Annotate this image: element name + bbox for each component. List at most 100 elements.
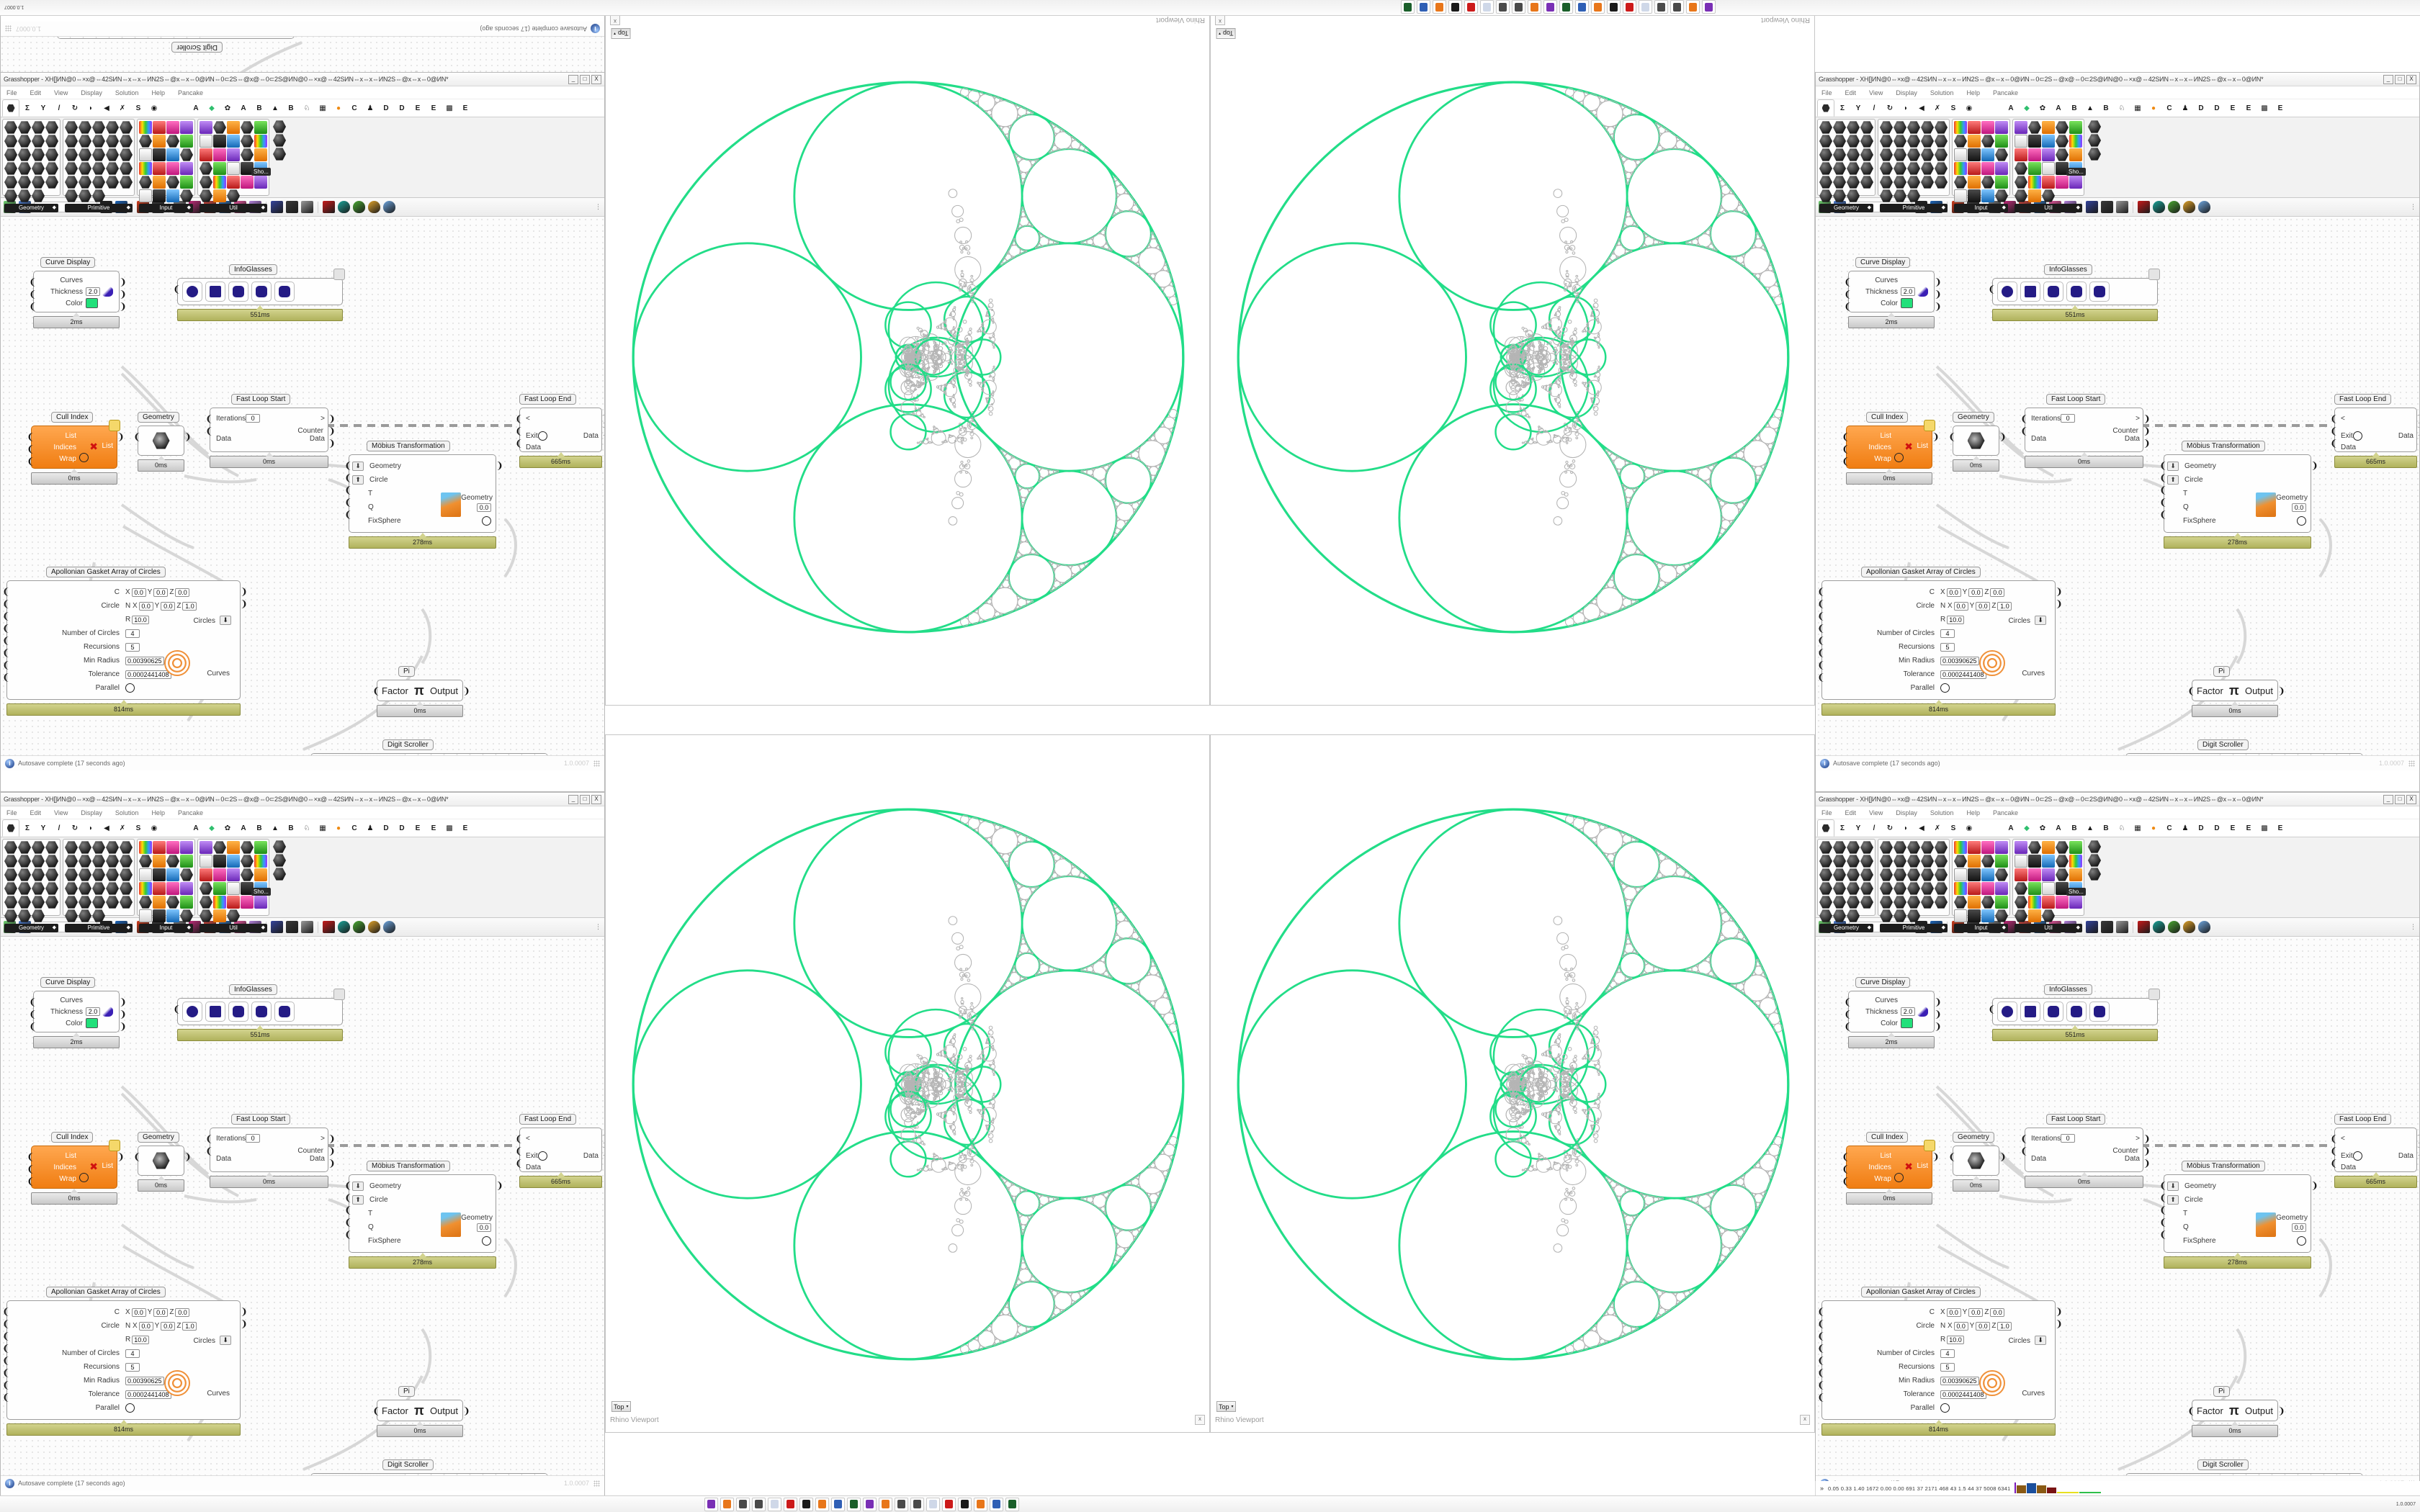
tree-icon[interactable] [2089,282,2110,302]
value-field[interactable]: 4 [125,1349,140,1358]
component-icon-1-18[interactable] [1921,162,1934,175]
output-grip[interactable]: ❩ [496,460,503,471]
value-field[interactable]: 0.00390625 [125,1376,164,1385]
overflow-icon-0[interactable] [273,120,286,133]
component-icon-2-9[interactable] [153,868,166,881]
component-tab-b-9[interactable]: ● [331,820,346,836]
component-tab-b-4[interactable]: B [251,820,267,836]
value-z[interactable]: 1.0 [182,601,197,611]
component-icon-1-4[interactable] [1935,121,1948,134]
component-icon-1-3[interactable] [1921,121,1934,134]
component-icon-2-1[interactable] [153,121,166,134]
toolbar-overflow-icon[interactable]: ⋮ [2410,203,2416,210]
component-icon-1-18[interactable] [106,162,119,175]
component-icon-0-16[interactable] [4,896,17,909]
value-x[interactable]: 0.0 [1946,588,1961,597]
component-icon-0-2[interactable] [32,121,45,134]
arrow-down-icon[interactable]: ⬇ [2167,1182,2179,1191]
component-icon-0-15[interactable] [1860,882,1873,895]
mat-teal-icon[interactable] [338,201,350,213]
component-icon-2-23[interactable] [180,189,193,202]
input-grip[interactable]: ❨ [1817,1318,1825,1329]
value-z[interactable]: 0.0 [175,1308,190,1317]
component-icon-3-10[interactable] [200,148,212,161]
component-tab-b-6[interactable]: B [283,100,299,116]
input-grip[interactable]: ❨ [1817,635,1825,646]
component-tab-b-6[interactable]: B [2098,820,2114,836]
component-icon-1-17[interactable] [92,162,105,175]
wire-icon[interactable] [2043,282,2063,302]
component-icon-2-8[interactable] [139,148,152,161]
value-x[interactable]: 10.0 [132,1335,149,1344]
component-tab-7[interactable]: ✗ [1930,820,1945,836]
component-icon-0-15[interactable] [45,162,58,175]
input-grip[interactable]: ❨ [2159,1192,2167,1203]
node-bubble[interactable] [333,989,345,1000]
input-grip[interactable]: ❨ [372,1405,380,1416]
component-icon-3-1[interactable] [2028,121,2041,134]
component-icon-2-9[interactable] [1968,148,1981,161]
value-field[interactable]: 4 [1940,629,1955,638]
component-tab-3[interactable]: / [51,820,67,836]
input-grip[interactable]: ❨ [2020,1133,2028,1144]
component-tab-b-11[interactable]: ♟ [362,820,378,836]
arrow-down-icon[interactable]: ⬇ [2035,1336,2046,1345]
component-tab-b-17[interactable]: E [457,100,473,116]
menu-item-pancake[interactable]: Pancake [177,89,203,96]
overflow-icon-2[interactable] [273,868,286,881]
component-tab-b-3[interactable]: A [2051,100,2066,116]
component-icon-3-2[interactable] [227,121,240,134]
output-grip[interactable]: ❩ [328,438,336,449]
value-x[interactable]: 0.0 [1953,601,1968,611]
component-icon-3-3[interactable] [2056,121,2069,134]
component-tab-b-3[interactable]: A [236,820,251,836]
input-grip[interactable]: ❨ [2020,1146,2028,1156]
output-grip[interactable]: ❩ [2055,1318,2063,1329]
component-tab-b-9[interactable]: ● [331,100,346,116]
node-body-geometry[interactable]: ❨❩ [1948,1146,2007,1176]
component-icon-3-6[interactable] [2028,855,2041,868]
output-grip[interactable]: ❩ [117,431,125,442]
component-icon-3-8[interactable] [241,855,254,868]
value-field[interactable]: 5 [1940,1362,1955,1372]
component-icon-3-2[interactable] [2042,121,2055,134]
component-icon-2-20[interactable] [1954,189,1967,202]
component-icon-2-5[interactable] [1968,135,1981,148]
component-icon-2-19[interactable] [180,176,193,189]
mat-blue-icon[interactable] [383,921,395,933]
component-icon-0-12[interactable] [1819,162,1832,175]
component-icon-0-4[interactable] [4,135,17,148]
component-icon-1-21[interactable] [79,896,91,909]
input-grip[interactable]: ❨ [29,1021,37,1032]
mat-amber-icon[interactable] [368,921,380,933]
close-button[interactable]: X [2406,74,2416,84]
input-grip[interactable]: ❨ [515,413,523,424]
output-grip[interactable]: ❩ [1934,301,1942,312]
component-icon-3-14[interactable] [2069,868,2082,881]
component-icon-3-21[interactable] [2028,896,2041,909]
component-tab-b-14[interactable]: E [410,820,426,836]
exit-toggle[interactable] [2352,1151,2362,1161]
component-icon-2-13[interactable] [153,162,166,175]
component-icon-0-7[interactable] [45,855,58,868]
component-icon-3-2[interactable] [227,841,240,854]
component-icon-0-4[interactable] [4,855,17,868]
component-icon-2-11[interactable] [180,148,193,161]
menu-item-solution[interactable]: Solution [1930,809,1954,816]
component-icon-2-19[interactable] [1995,896,2008,909]
component-icon-2-18[interactable] [166,176,179,189]
component-icon-1-25[interactable] [65,189,78,202]
component-icon-2-15[interactable] [180,162,193,175]
resize-grip[interactable] [5,25,12,32]
input-grip[interactable]: ❨ [205,413,213,424]
component-icon-3-11[interactable] [213,868,226,881]
input-grip[interactable]: ❨ [515,1158,523,1169]
component-icon-3-9[interactable] [254,855,267,868]
node-bubble[interactable] [1924,420,1935,431]
component-icon-1-18[interactable] [106,882,119,895]
menu-item-view[interactable]: View [54,89,68,96]
overflow-icon-1[interactable] [273,854,286,867]
component-icon-1-4[interactable] [1935,841,1948,854]
